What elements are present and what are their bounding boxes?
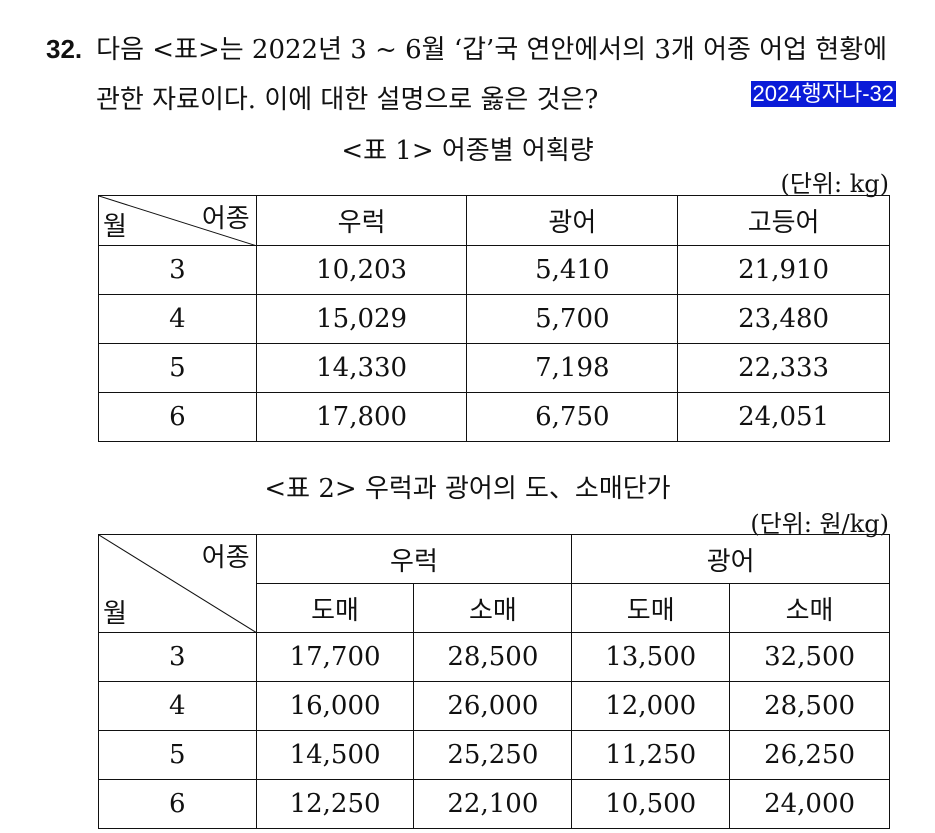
table1-corner-top: 어종 — [201, 204, 250, 234]
table-row: 4 16,000 26,000 12,000 28,500 — [98, 681, 890, 731]
table2-subheader: 도매 — [571, 583, 731, 633]
value-cell: 14,500 — [255, 730, 415, 780]
month-cell: 5 — [98, 343, 257, 393]
value-cell: 32,500 — [729, 632, 890, 682]
table-row: 3 10,203 5,410 21,910 — [98, 245, 890, 295]
value-cell: 10,203 — [255, 245, 468, 295]
table1-header-row: 어종 월 우럭 광어 고등어 — [98, 195, 890, 246]
month-cell: 4 — [98, 294, 257, 344]
value-cell: 10,500 — [571, 779, 731, 829]
table2-subheader-row: 도매 소매 도매 소매 — [99, 583, 890, 633]
table1-header: 광어 — [466, 195, 679, 246]
month-cell: 6 — [98, 779, 257, 829]
question-line-1: 32. 다음 <표>는 2022년 3 ~ 6월 ‘갑’국 연안에서의 3개 어종… — [46, 24, 896, 75]
value-cell: 22,333 — [677, 343, 890, 393]
question-line-2: 관한 자료이다. 이에 대한 설명으로 옳은 것은? — [46, 75, 896, 125]
month-cell: 6 — [98, 392, 257, 442]
table-row: 6 12,250 22,100 10,500 24,000 — [98, 779, 890, 829]
question-text-2: 관한 자료이다. 이에 대한 설명으로 옳은 것은? — [96, 85, 599, 115]
table2-subheader: 소매 — [729, 583, 890, 633]
table2-corner-cell: 어종 월 — [98, 534, 257, 633]
value-cell: 17,800 — [255, 392, 468, 442]
table2-caption: <표 2> 우럭과 광어의 도、소매단가 — [264, 474, 671, 504]
value-cell: 21,910 — [677, 245, 890, 295]
value-cell: 28,500 — [413, 632, 573, 682]
table2-group-header: 광어 — [571, 534, 890, 584]
value-cell: 15,029 — [255, 294, 468, 344]
table1: 어종 월 우럭 광어 고등어 3 10,203 5,410 21,910 4 1… — [98, 195, 890, 442]
table-row: 5 14,500 25,250 11,250 26,250 — [98, 730, 890, 780]
value-cell: 25,250 — [413, 730, 573, 780]
table1-unit: (단위: kg) — [780, 170, 889, 198]
value-cell: 26,250 — [729, 730, 890, 780]
value-cell: 22,100 — [413, 779, 573, 829]
month-cell: 3 — [98, 245, 257, 295]
question-number: 32. — [46, 34, 83, 64]
value-cell: 23,480 — [677, 294, 890, 344]
value-cell: 17,700 — [255, 632, 415, 682]
table2-subheader: 소매 — [413, 583, 573, 633]
table1-header: 우럭 — [255, 195, 468, 246]
table-row: 3 17,700 28,500 13,500 32,500 — [98, 632, 890, 682]
diagonal-line — [99, 196, 257, 246]
value-cell: 7,198 — [466, 343, 679, 393]
question-text-1: 다음 <표>는 2022년 3 ~ 6월 ‘갑’국 연안에서의 3개 어종 어업… — [96, 35, 888, 65]
value-cell: 5,410 — [466, 245, 679, 295]
month-cell: 3 — [98, 632, 257, 682]
month-cell: 5 — [98, 730, 257, 780]
value-cell: 24,051 — [677, 392, 890, 442]
table1-corner-bottom: 월 — [103, 212, 127, 242]
table2-corner-bottom: 월 — [103, 599, 127, 629]
table2-corner-top: 어종 — [201, 543, 250, 573]
value-cell: 26,000 — [413, 681, 573, 731]
table1-corner-cell: 어종 월 — [98, 195, 257, 246]
table1-caption: <표 1> 어종별 어획량 — [341, 136, 594, 166]
table-row: 4 15,029 5,700 23,480 — [98, 294, 890, 344]
value-cell: 13,500 — [571, 632, 731, 682]
value-cell: 24,000 — [729, 779, 890, 829]
table-row: 5 14,330 7,198 22,333 — [98, 343, 890, 393]
value-cell: 11,250 — [571, 730, 731, 780]
value-cell: 28,500 — [729, 681, 890, 731]
source-tag: 2024행자나-32 — [750, 81, 896, 107]
value-cell: 5,700 — [466, 294, 679, 344]
value-cell: 14,330 — [255, 343, 468, 393]
table1-header: 고등어 — [677, 195, 890, 246]
diagonal-line — [99, 535, 257, 633]
value-cell: 16,000 — [255, 681, 415, 731]
table2-subheader: 도매 — [255, 583, 415, 633]
table2-group-row: 어종 월 우럭 광어 — [98, 534, 890, 633]
question-block: 32. 다음 <표>는 2022년 3 ~ 6월 ‘갑’국 연안에서의 3개 어종… — [46, 24, 896, 125]
table-row: 6 17,800 6,750 24,051 — [98, 392, 890, 442]
table2-group-header: 우럭 — [255, 534, 573, 584]
table2: 어종 월 우럭 광어 도매 소매 도매 소매 3 17,700 28,500 1… — [98, 534, 890, 829]
value-cell: 12,250 — [255, 779, 415, 829]
value-cell: 6,750 — [466, 392, 679, 442]
value-cell: 12,000 — [571, 681, 731, 731]
table2-unit: (단위: 원/kg) — [750, 510, 889, 538]
month-cell: 4 — [98, 681, 257, 731]
